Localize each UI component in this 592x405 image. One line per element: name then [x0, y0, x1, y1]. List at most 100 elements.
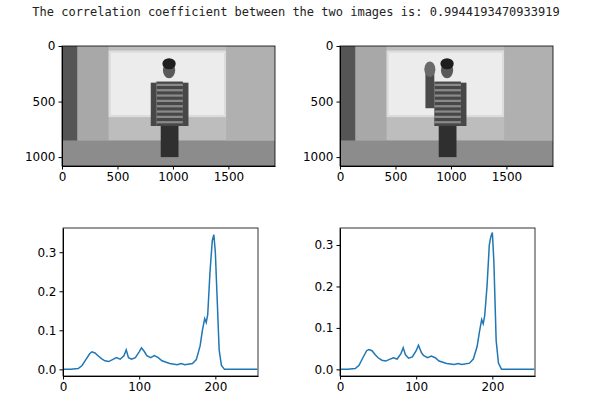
tick-mark	[337, 46, 341, 47]
wall-right	[504, 46, 553, 140]
wall-left	[78, 46, 109, 140]
shirt	[156, 82, 183, 126]
tick-mark	[59, 102, 63, 103]
tick-label: 0	[337, 380, 345, 394]
tick-label: 1500	[492, 170, 523, 184]
tick-mark	[60, 252, 64, 253]
tick-mark	[215, 376, 216, 380]
shirt-stripe	[156, 105, 183, 107]
tick-label: 0.0	[314, 363, 333, 377]
axis-line	[64, 376, 259, 377]
tick-label: 0.3	[37, 246, 56, 260]
tick: 1000	[303, 150, 340, 164]
panel: 05001000150005001000	[25, 39, 276, 184]
shirt-stripe	[156, 94, 183, 96]
tick: 0	[60, 376, 68, 394]
tick-label: 0	[326, 39, 334, 53]
y-axis: 0.0 0.1 0.2 0.3	[37, 229, 63, 377]
tick-mark	[59, 46, 63, 47]
plot-area	[340, 233, 534, 370]
wall-left	[356, 46, 387, 140]
axis-line	[341, 166, 554, 167]
tick-label: 0.1	[314, 321, 333, 335]
tick-mark	[59, 157, 63, 158]
tick-mark	[337, 286, 341, 287]
tick-mark	[337, 102, 341, 103]
x-axis: 0 500 1000 1500	[337, 166, 554, 184]
tick: 0.3	[314, 238, 340, 252]
tick-label: 100	[128, 380, 151, 394]
tick: 0	[337, 166, 345, 184]
shirt-stripe	[156, 84, 183, 86]
shirt-stripe	[434, 116, 461, 118]
wall	[340, 46, 553, 166]
shirt-stripe	[434, 110, 461, 112]
shirt-stripe	[156, 110, 183, 112]
hair	[162, 58, 175, 69]
tick-label: 500	[311, 95, 334, 109]
tick-mark	[117, 166, 118, 170]
tick-label: 0	[48, 39, 56, 53]
tick-label: 500	[385, 170, 408, 184]
tick-label: 1000	[436, 170, 467, 184]
tick: 200	[204, 376, 227, 394]
shirt-stripe	[434, 89, 461, 91]
tick-mark	[506, 166, 507, 170]
wall	[62, 46, 275, 166]
tick-mark	[416, 376, 417, 380]
tick: 0	[59, 166, 67, 184]
figure: The correlation coefficient between the …	[0, 0, 592, 405]
tick: 0	[48, 39, 62, 53]
shirt-stripe	[156, 116, 183, 118]
tick: 200	[481, 376, 504, 394]
tick-label: 1000	[303, 150, 334, 164]
tick-label: 500	[33, 95, 56, 109]
tick: 0.1	[314, 321, 340, 335]
frame	[63, 228, 258, 376]
tick: 0.2	[37, 285, 63, 299]
shirt-stripe	[434, 121, 461, 123]
arm	[151, 83, 157, 126]
shirt-stripe	[434, 105, 461, 107]
tick: 0.2	[314, 280, 340, 294]
tick-mark	[337, 328, 341, 329]
shirt-stripe	[156, 121, 183, 123]
tick: 0.0	[37, 363, 63, 377]
x-axis: 0 100 200	[337, 376, 536, 394]
tick-mark	[337, 157, 341, 158]
tick-label: 0.2	[37, 285, 56, 299]
tick-mark	[337, 245, 341, 246]
tick-mark	[60, 330, 64, 331]
axis-line	[341, 376, 536, 377]
tick-mark	[60, 291, 64, 292]
axis-line	[62, 47, 63, 167]
x-axis: 050010001500	[59, 166, 276, 184]
tick: 0	[337, 376, 345, 394]
panel: 0 500 1000 1500 0 500 1000	[303, 39, 554, 184]
figure-svg: The correlation coefficient between the …	[0, 0, 592, 405]
y-axis: 0 500 1000	[303, 39, 341, 166]
tick-mark	[395, 166, 396, 170]
tick-label: 0	[60, 380, 68, 394]
histogram-line	[63, 235, 257, 370]
raised-hand	[424, 62, 435, 78]
tick: 100	[405, 376, 428, 394]
tick: 500	[107, 166, 130, 184]
panel: 0 100 200 0.0 0.1 0.2 0.3	[37, 228, 258, 394]
tick-label: 200	[204, 380, 227, 394]
shirt-stripe	[156, 100, 183, 102]
tick: 0.0	[314, 363, 340, 377]
tick-mark	[228, 166, 229, 170]
arm	[461, 83, 467, 126]
tick-label: 1000	[25, 150, 56, 164]
plot-area	[63, 235, 257, 370]
tick-label: 100	[405, 380, 428, 394]
tick-mark	[340, 376, 341, 380]
plot-area	[340, 46, 553, 166]
shirt-stripe	[156, 89, 183, 91]
tick: 500	[311, 95, 340, 109]
tick: 0.1	[37, 324, 63, 338]
arm	[183, 83, 189, 126]
tick-mark	[63, 376, 64, 380]
tick-label: 0.0	[37, 363, 56, 377]
